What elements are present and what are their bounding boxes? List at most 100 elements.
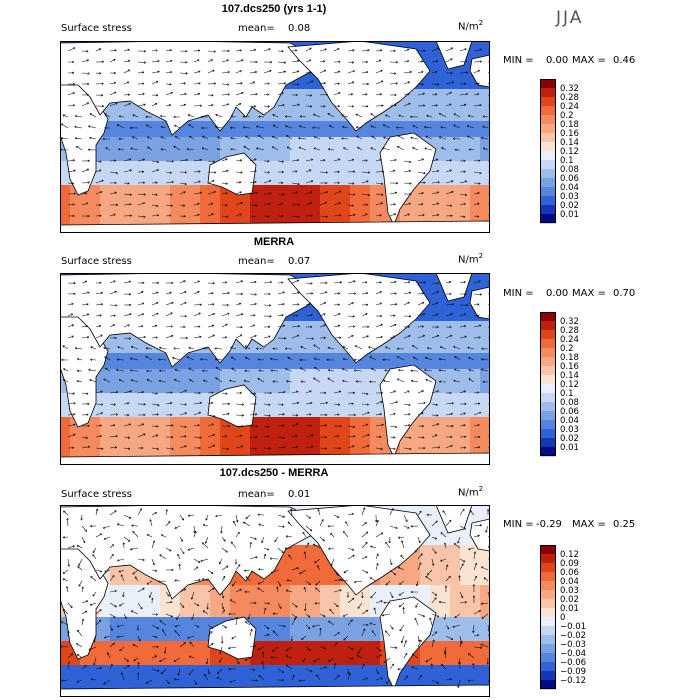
stress-arrow (361, 424, 369, 427)
field-cell (280, 553, 291, 562)
field-cell (240, 369, 251, 378)
stress-arrow (249, 170, 257, 173)
field-cell (270, 625, 281, 634)
field-cell (480, 193, 490, 202)
field-cell (80, 657, 91, 666)
stress-arrowhead (256, 125, 259, 128)
stress-arrow (123, 60, 131, 63)
field-cell (420, 41, 431, 50)
stress-arrow (291, 423, 299, 427)
stress-arrow (389, 192, 397, 195)
field-cell (180, 649, 191, 658)
stress-arrowhead (253, 105, 256, 108)
stress-arrowhead (421, 203, 424, 206)
stress-arrowhead (230, 148, 233, 151)
field-cell (310, 577, 321, 586)
field-cell (450, 633, 461, 642)
field-cell (120, 601, 131, 610)
stress-arrowhead (61, 123, 64, 126)
stress-arrowhead (283, 61, 287, 64)
stress-arrowhead (239, 213, 242, 216)
map-frame (60, 273, 490, 465)
stress-arrow (347, 214, 356, 217)
stress-arrowhead (412, 344, 415, 348)
field-cell (320, 329, 331, 338)
field-cell (250, 385, 261, 394)
field-cell (330, 361, 341, 370)
stress-arrowhead (370, 367, 374, 371)
stress-arrow (207, 104, 214, 107)
field-cell (360, 353, 371, 362)
field-cell (400, 505, 411, 514)
stress-arrowhead (170, 193, 173, 196)
stress-arrowhead (465, 60, 468, 63)
field-cell (200, 161, 211, 170)
field-cell (240, 113, 251, 122)
field-cell (60, 193, 71, 202)
stress-arrowhead (215, 377, 218, 380)
field-cell (60, 217, 71, 226)
stress-arrowhead (156, 447, 159, 451)
field-cell (360, 633, 371, 642)
field-cell (330, 137, 341, 146)
min-label: MIN = (503, 288, 534, 299)
stress-arrow (165, 447, 174, 450)
field-cell (430, 409, 441, 418)
field-cell (160, 377, 171, 386)
stress-arrow (151, 414, 159, 416)
field-cell (470, 153, 481, 162)
stress-arrow (305, 446, 314, 449)
field-cell (310, 105, 321, 114)
stress-arrow (179, 302, 187, 306)
stress-arrow (300, 367, 307, 372)
stress-arrow (371, 135, 377, 140)
stress-arrowhead (186, 147, 189, 151)
field-cell (100, 201, 111, 210)
field-cell (170, 209, 181, 218)
stress-arrowhead (99, 160, 102, 163)
stress-arrowhead (173, 115, 176, 119)
field-cell (370, 609, 381, 618)
field-cell (260, 145, 271, 154)
field-cell (290, 169, 301, 178)
field-cell (100, 625, 111, 634)
stress-arrow (291, 49, 298, 52)
field-cell (260, 625, 271, 634)
stress-arrow (445, 103, 452, 107)
stress-arrowhead (351, 402, 354, 405)
stress-arrow (109, 102, 118, 107)
stress-arrowhead (185, 158, 188, 162)
stress-arrowhead (113, 280, 116, 283)
stress-arrow (186, 148, 195, 151)
stress-arrowhead (99, 324, 102, 328)
stress-arrowhead (113, 403, 116, 406)
field-cell (480, 337, 490, 346)
field-cell (260, 377, 271, 386)
stress-arrowhead (352, 391, 356, 395)
field-cell (90, 641, 101, 650)
field-cell (180, 137, 191, 146)
stress-arrow (151, 292, 159, 295)
stress-arrow (60, 137, 69, 140)
stress-arrowhead (296, 401, 300, 405)
stress-arrowhead (115, 434, 118, 438)
field-cell (290, 89, 301, 98)
field-cell (100, 393, 111, 402)
stress-arrowhead (90, 346, 93, 349)
stress-arrow (347, 435, 356, 438)
field-cell (400, 593, 411, 602)
field-cell (130, 129, 141, 138)
stress-arrowhead (477, 391, 480, 394)
stress-arrowhead (367, 444, 370, 448)
stress-arrow (81, 192, 88, 195)
stress-arrowhead (159, 369, 162, 372)
stress-arrowhead (115, 102, 118, 105)
stress-arrow (89, 379, 97, 383)
stress-arrowhead (313, 377, 316, 380)
stress-arrow (440, 126, 447, 129)
stress-arrowhead (325, 171, 328, 174)
stress-arrowhead (365, 159, 368, 162)
field-cell (360, 449, 371, 458)
stress-arrow (193, 82, 201, 85)
stress-arrow (235, 191, 242, 195)
